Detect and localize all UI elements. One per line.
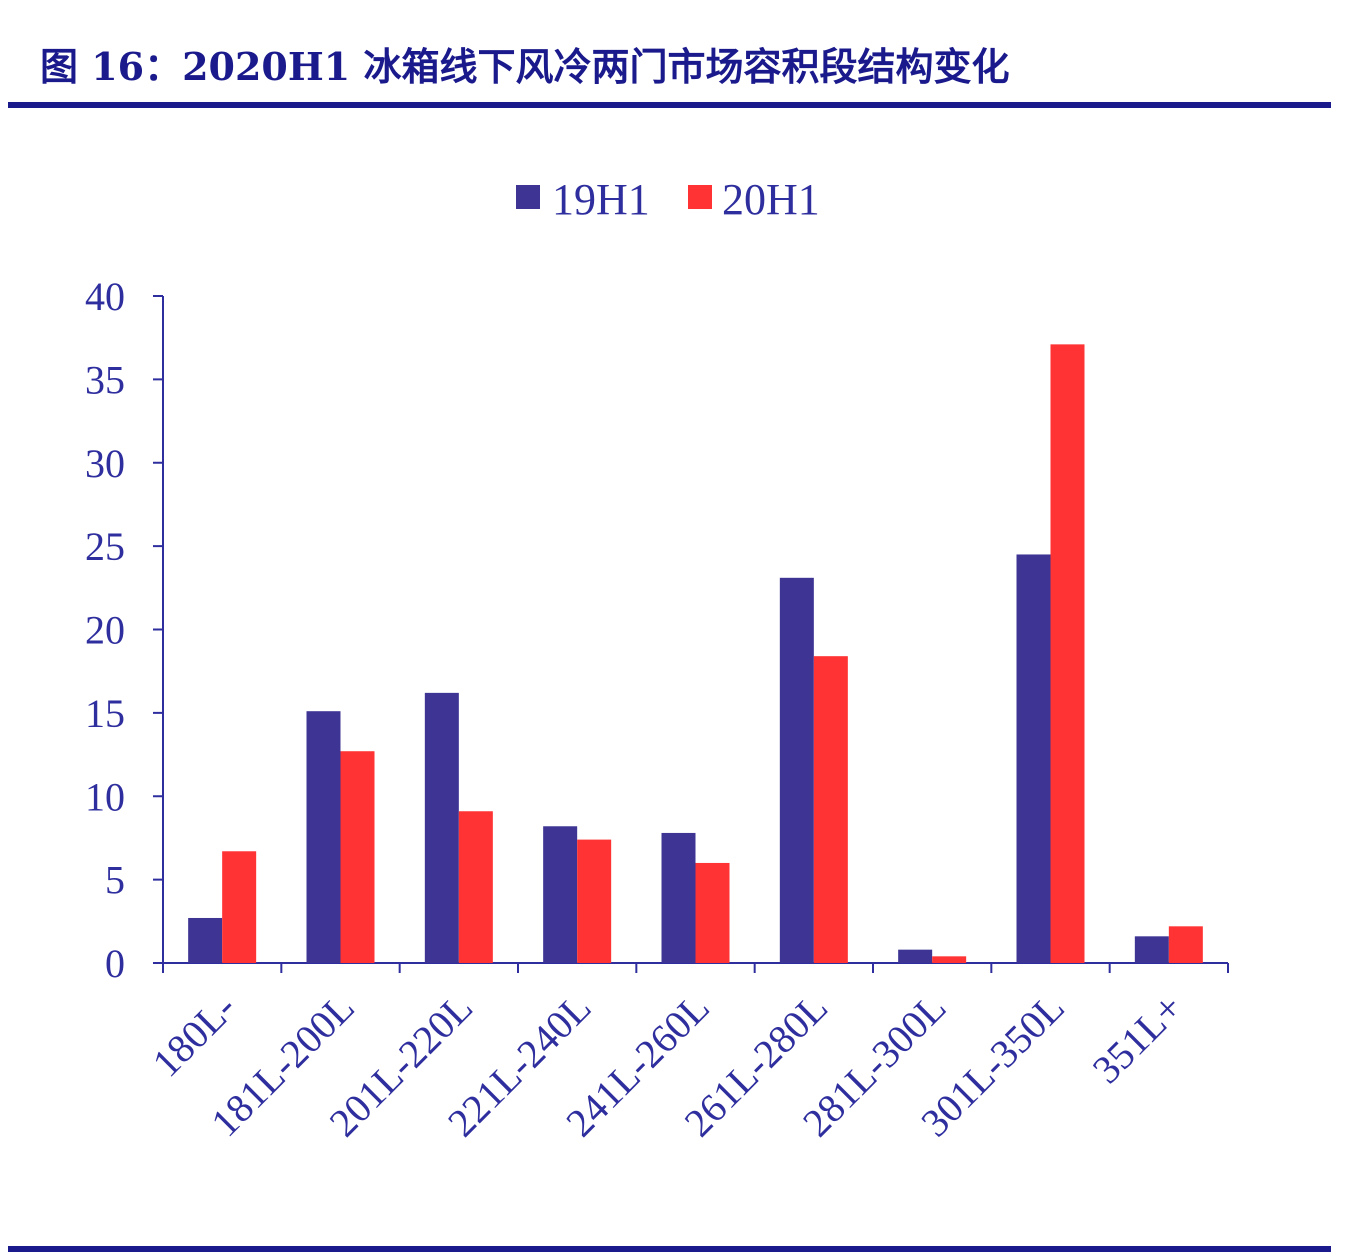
bar-19h1-6 [898, 949, 933, 963]
y-tick-label: 5 [105, 858, 125, 903]
y-tick-label: 0 [105, 941, 125, 986]
y-tick-label: 15 [85, 691, 125, 736]
x-axis: 180L-181L-200L201L-220L221L-240L241L-260… [144, 962, 1229, 1145]
y-tick-label: 30 [85, 441, 125, 486]
legend-label-20h1: 20H1 [722, 175, 820, 224]
bar-20h1-1 [340, 751, 375, 963]
bar-20h1-5 [813, 656, 848, 963]
legend-swatch-20h1 [688, 185, 712, 209]
bar-19h1-2 [424, 692, 459, 963]
y-tick-label: 35 [85, 357, 125, 402]
bottom-divider [8, 1246, 1331, 1252]
bar-20h1-6 [932, 956, 967, 963]
y-tick-label: 25 [85, 524, 125, 569]
bar-20h1-2 [458, 811, 493, 963]
y-tick-label: 20 [85, 608, 125, 653]
x-category-label: 351L+ [1084, 985, 1191, 1092]
x-category-label: 180L- [144, 985, 245, 1086]
y-tick-label: 40 [85, 274, 125, 319]
legend-swatch-19h1 [516, 185, 540, 209]
legend: 19H1 20H1 [516, 175, 820, 224]
bar-20h1-3 [577, 839, 612, 963]
y-tick-label: 10 [85, 774, 125, 819]
bar-19h1-0 [188, 917, 223, 963]
title-divider [8, 102, 1331, 108]
bars [188, 344, 1203, 963]
bar-19h1-5 [779, 577, 814, 963]
bar-20h1-4 [695, 862, 730, 963]
bar-19h1-3 [543, 826, 578, 963]
legend-label-19h1: 19H1 [552, 175, 650, 224]
bar-20h1-0 [222, 851, 257, 963]
figure-title: 图 16：2020H1 冰箱线下风冷两门市场容积段结构变化 [40, 44, 1010, 89]
bar-20h1-8 [1168, 926, 1203, 963]
bar-19h1-7 [1016, 554, 1051, 963]
bar-19h1-8 [1134, 936, 1169, 963]
y-axis: 0 5 10 15 20 25 30 35 40 [85, 274, 164, 986]
bar-19h1-1 [306, 711, 341, 963]
bar-20h1-7 [1050, 344, 1085, 963]
bar-19h1-4 [661, 832, 696, 963]
